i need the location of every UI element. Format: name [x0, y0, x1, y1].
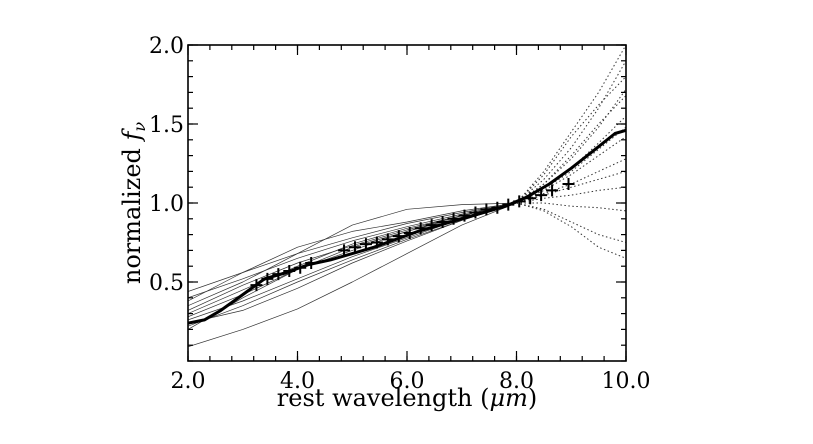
data-point-stack [513, 195, 526, 208]
data-point-stack [425, 219, 438, 232]
x-axis-label: rest wavelength (μm) [277, 384, 537, 412]
series-source-3-long [516, 115, 626, 204]
data-point-stack [562, 178, 575, 191]
series-source-5-long [516, 136, 626, 204]
data-point-stack [272, 268, 285, 281]
tick-labels: 2.0 4.0 6.0 8.0 10.0 0.5 1.0 1.5 2.0 [149, 34, 650, 394]
series-source-10-long [516, 95, 626, 204]
x-tick-label: 6.0 [390, 369, 425, 394]
data-point-stack [414, 222, 427, 235]
series-source-4 [188, 202, 517, 307]
y-tick-label: 2.0 [149, 34, 184, 59]
data-point-stack [458, 209, 471, 222]
data-point-stack [469, 206, 482, 219]
series-source-10 [188, 202, 517, 324]
data-point-stack [261, 272, 274, 285]
series-source-1-long [516, 60, 626, 204]
x-tick-label: 2.0 [171, 369, 206, 394]
series-source-3 [188, 202, 517, 321]
data-point-stack [436, 215, 449, 228]
y-tick-label: 0.5 [149, 271, 184, 296]
series-source-2-long [516, 88, 626, 204]
data-point-stack [535, 189, 548, 202]
series-mean [188, 128, 626, 325]
series-stack [250, 178, 575, 292]
series-source-9-long [516, 76, 626, 204]
x-tick-label: 8.0 [499, 369, 534, 394]
x-tick-label: 4.0 [280, 369, 315, 394]
series-source-14-long [516, 45, 626, 204]
tick-marks [187, 44, 627, 362]
data-point-stack [480, 203, 493, 216]
y-axis-label: normalized fν [118, 122, 149, 285]
data-point-stack [348, 241, 361, 254]
data-point-stack [447, 212, 460, 225]
series-source-13-long [516, 170, 626, 204]
data-point-stack [283, 264, 296, 277]
data-point-stack [381, 233, 394, 246]
data-point-stack [338, 244, 351, 257]
series-source-7-long [516, 158, 626, 204]
series-source-4-long [516, 202, 626, 259]
series-source-6-long [516, 186, 626, 204]
series-source-7 [188, 202, 517, 348]
data-point-stack [370, 236, 383, 249]
series-layer [188, 45, 626, 348]
series-source-5 [188, 202, 517, 327]
series-source-1 [188, 202, 517, 299]
data-point-stack [491, 201, 504, 214]
x-tick-label: 10.0 [602, 369, 651, 394]
data-point-stack [403, 227, 416, 240]
data-point-stack [524, 192, 537, 205]
y-tick-label: 1.0 [149, 192, 184, 217]
data-point-stack [392, 230, 405, 243]
data-point-stack [294, 261, 307, 274]
series-source-12 [188, 202, 517, 330]
data-point-stack [250, 279, 263, 292]
data-point-stack [359, 238, 372, 251]
data-point-stack [305, 257, 318, 270]
data-point-stack [546, 184, 559, 197]
y-tick-label: 1.5 [149, 113, 184, 138]
plot-frame [187, 44, 627, 362]
series-source-11 [188, 202, 517, 292]
data-point-stack [502, 198, 515, 211]
